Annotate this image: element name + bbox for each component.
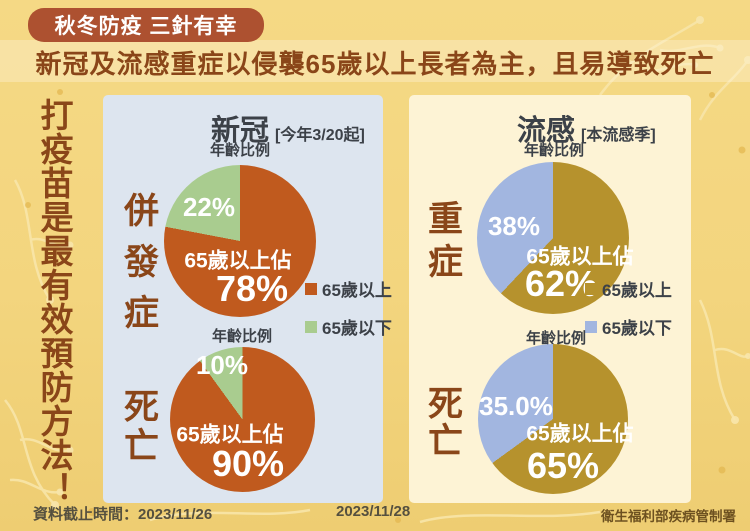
pie-inside-label: 65歲以上佔 [526, 245, 634, 269]
main-title: 新冠及流感重症以侵襲65歲以上長者為主，且易導致死亡 [35, 49, 715, 79]
flu-cutoff-date: 2023/11/28 [336, 503, 411, 520]
legend-item-65plus: 65歲以上 [585, 276, 672, 301]
pie-minor-value: 38% [487, 211, 541, 241]
data-cutoff-date: 資料截止時間：2023/11/26 [33, 506, 213, 523]
flu-panel-header: 流感 [本流感季] [517, 107, 656, 149]
covid-panel-header: 新冠 [今年3/20起] [211, 107, 365, 149]
age-ratio-label: 年齡比例 [523, 142, 585, 159]
legend-swatch-65plus [585, 282, 597, 295]
pie-chart-flu-severe: 38% 65歲以上佔 62% [477, 162, 634, 314]
covid-panel-subtitle: [今年3/20起] [275, 127, 365, 144]
pie-inside-label: 65歲以上佔 [184, 249, 292, 273]
pie-minor-value: 35.0% [479, 391, 553, 421]
age-ratio-label: 年齡比例 [525, 330, 587, 347]
pie-major-value: 65% [526, 445, 600, 486]
pie-chart-covid-death: 10% 65歲以上佔 90% [170, 347, 315, 492]
legend-label-65plus: 65歲以上 [602, 281, 672, 300]
covid-legend: 65歲以上 65歲以下 [305, 276, 392, 339]
covid-panel: 新冠 [今年3/20起] 年齡比例 併發症 22% 65歲以上佔 78% 65歲… [103, 95, 392, 503]
legend-item-65plus: 65歲以上 [305, 276, 392, 301]
pie-minor-value: 22% [182, 192, 236, 222]
pie-chart-covid-complications: 22% 65歲以上佔 78% [164, 165, 316, 317]
pie-major-value: 90% [211, 443, 285, 484]
age-ratio-label: 年齡比例 [211, 328, 273, 345]
legend-swatch-65minus [585, 320, 597, 333]
agency-name: 衛生福利部疾病管制署 [601, 509, 736, 524]
age-ratio-label: 年齡比例 [209, 142, 271, 159]
legend-swatch-65minus [305, 320, 317, 333]
pie-inside-label: 65歲以上佔 [526, 422, 634, 446]
covid-panel-title: 新冠 [211, 115, 270, 147]
section-label-death: 死亡 [423, 385, 462, 459]
section-label-severe: 重症 [423, 200, 462, 286]
flu-panel-title: 流感 [517, 115, 576, 147]
section-label-complications: 併發症 [119, 192, 158, 345]
pie-chart-flu-death: 35.0% 65歲以上佔 65% [478, 344, 634, 494]
legend-label-65plus: 65歲以上 [322, 281, 392, 300]
pie-minor-value: 10% [195, 350, 249, 380]
flu-legend: 65歲以上 65歲以下 [585, 276, 672, 339]
legend-item-65minus: 65歲以下 [585, 314, 672, 339]
flu-panel: 流感 [本流感季] 年齡比例 重症 38% 65歲以上佔 62% 65歲以上 6… [409, 95, 691, 503]
flu-panel-subtitle: [本流感季] [581, 127, 656, 144]
vaccine-slogan: 打疫苗是最有效預防方法！ [36, 98, 73, 506]
legend-label-65minus: 65歲以下 [602, 319, 672, 338]
section-label-death: 死亡 [119, 388, 158, 466]
pie-inside-label: 65歲以上佔 [176, 423, 284, 447]
pie-major-value: 78% [215, 268, 289, 309]
legend-item-65minus: 65歲以下 [305, 314, 392, 339]
campaign-badge: 秋冬防疫 三針有幸 [28, 8, 264, 42]
title-band [0, 40, 750, 82]
legend-label-65minus: 65歲以下 [322, 319, 392, 338]
legend-swatch-65plus [305, 282, 317, 295]
